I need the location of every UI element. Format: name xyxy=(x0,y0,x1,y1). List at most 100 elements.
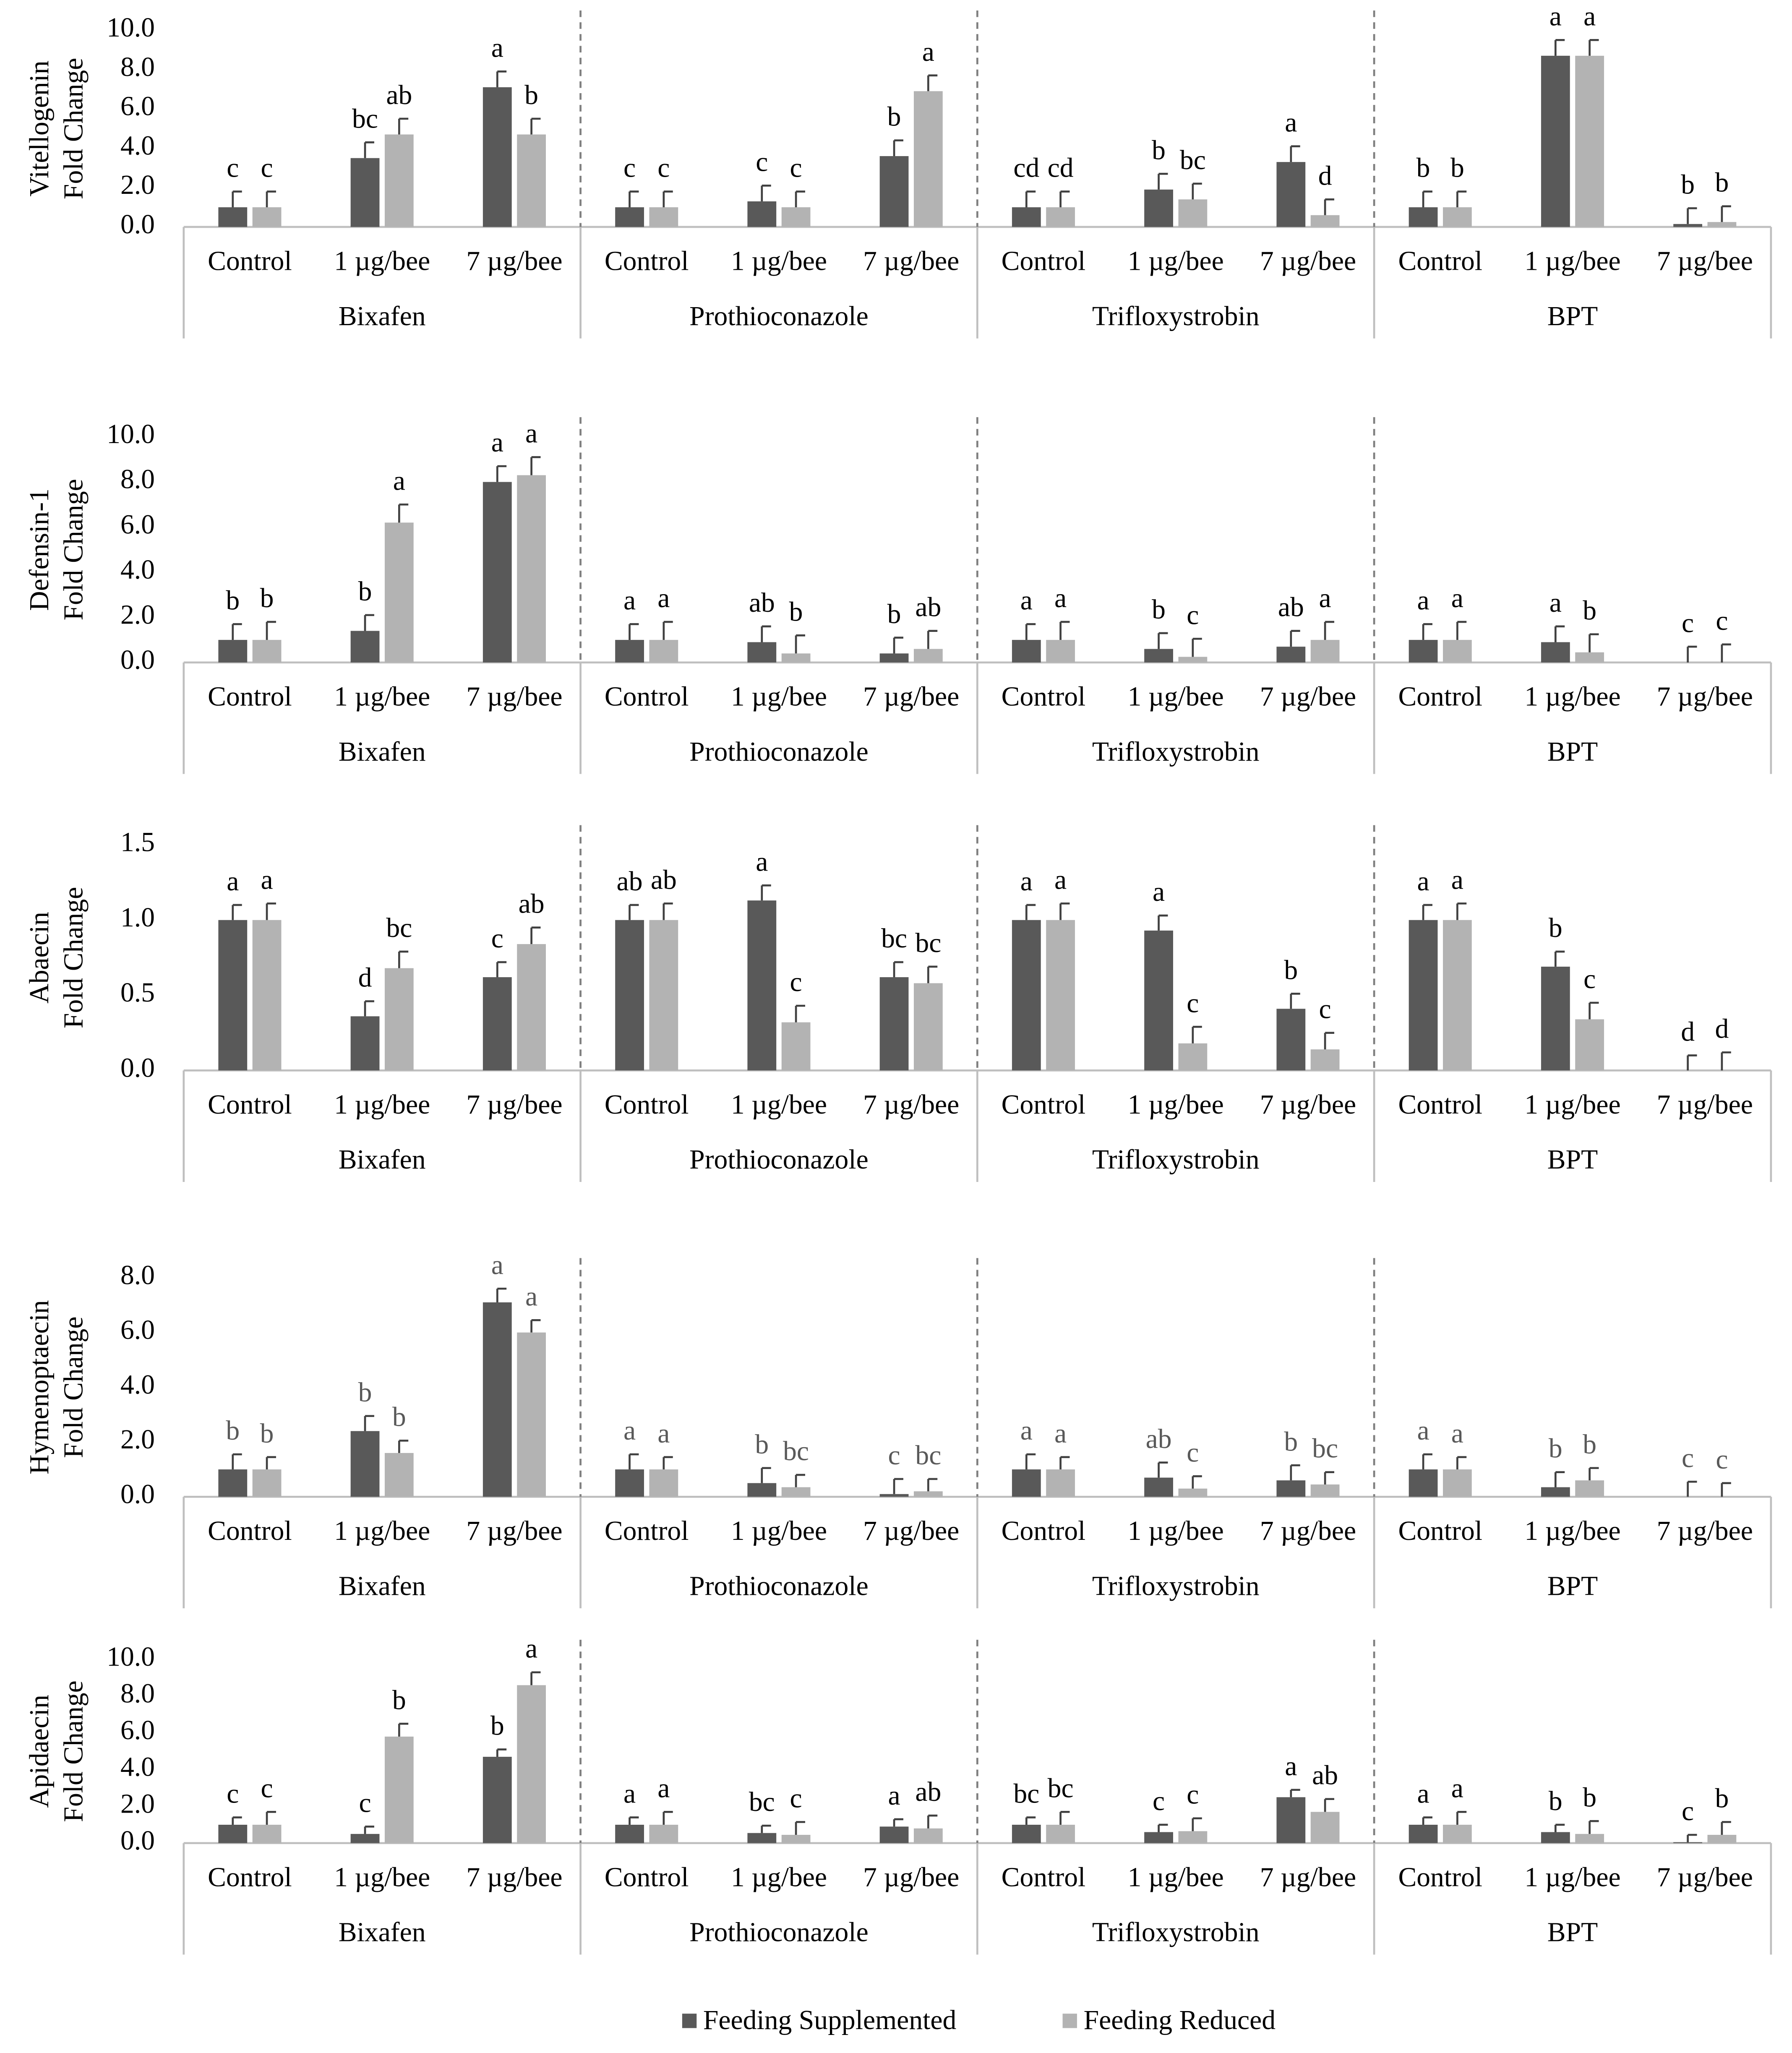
bar xyxy=(483,87,512,227)
y-axis-label: Hymenoptaecin xyxy=(24,1300,55,1475)
bar xyxy=(879,1494,909,1497)
significance-label: a xyxy=(1451,583,1463,613)
y-tick-label: 1.0 xyxy=(120,902,155,933)
bar xyxy=(913,649,943,663)
significance-label: d xyxy=(1681,1016,1695,1047)
bar xyxy=(384,1736,414,1843)
bar xyxy=(1276,647,1306,663)
significance-label: b xyxy=(1583,1429,1596,1460)
bar xyxy=(615,1824,644,1843)
x-tick-label: Control xyxy=(208,681,292,712)
significance-label: b xyxy=(755,1429,769,1460)
bar xyxy=(1409,207,1438,227)
y-tick-label: 4.0 xyxy=(120,130,155,161)
x-tick-label: 1 µg/bee xyxy=(731,1516,827,1546)
bar xyxy=(747,201,777,227)
group-label: BPT xyxy=(1547,1917,1598,1948)
significance-label: c xyxy=(491,923,503,954)
bar xyxy=(517,475,546,663)
x-tick-label: 1 µg/bee xyxy=(334,681,430,712)
significance-label: b xyxy=(1549,1786,1562,1816)
y-tick-label: 6.0 xyxy=(120,1315,155,1345)
x-tick-label: 7 µg/bee xyxy=(1657,1516,1753,1546)
y-axis-label: Fold Change xyxy=(58,1680,89,1822)
bar xyxy=(483,1757,512,1843)
bar xyxy=(615,640,644,663)
significance-label: c xyxy=(1716,1444,1728,1475)
group-label: Trifloxystrobin xyxy=(1092,301,1260,331)
bar xyxy=(1409,1469,1438,1497)
bar xyxy=(1707,1835,1737,1843)
x-tick-label: 1 µg/bee xyxy=(1524,1089,1620,1120)
x-tick-label: 1 µg/bee xyxy=(731,245,827,276)
x-tick-label: Control xyxy=(1398,1089,1482,1120)
significance-label: a xyxy=(623,585,636,616)
group-label: Bixafen xyxy=(339,736,426,767)
bar xyxy=(252,1824,282,1843)
x-tick-label: Control xyxy=(1398,681,1482,712)
bar xyxy=(879,1826,909,1843)
bar xyxy=(1575,652,1604,663)
bar xyxy=(1442,1469,1472,1497)
bar xyxy=(649,920,678,1071)
significance-label: b xyxy=(490,1711,504,1741)
significance-label: c xyxy=(623,153,636,183)
significance-label: ab xyxy=(1146,1424,1172,1454)
bar xyxy=(384,134,414,227)
bar xyxy=(747,900,777,1071)
significance-label: a xyxy=(1319,583,1331,613)
bar xyxy=(747,642,777,663)
x-tick-label: 1 µg/bee xyxy=(334,1089,430,1120)
significance-label: bc xyxy=(915,1440,941,1471)
significance-label: ab xyxy=(651,864,677,895)
x-tick-label: 7 µg/bee xyxy=(1260,1516,1356,1546)
significance-label: bc xyxy=(915,928,941,958)
bar xyxy=(1012,920,1041,1071)
group-label: Prothioconazole xyxy=(689,1144,869,1175)
y-axis-label: Defensin-1 xyxy=(24,488,55,611)
bar xyxy=(913,1828,943,1843)
significance-label: cd xyxy=(1048,153,1074,183)
significance-label: b xyxy=(1681,169,1695,200)
y-tick-label: 4.0 xyxy=(120,1369,155,1400)
bar xyxy=(615,1469,644,1497)
y-tick-label: 10.0 xyxy=(107,12,155,43)
x-tick-label: 7 µg/bee xyxy=(1657,1089,1753,1120)
bar xyxy=(1178,199,1208,227)
y-tick-label: 0.0 xyxy=(120,1479,155,1509)
significance-label: b xyxy=(226,585,240,616)
significance-label: a xyxy=(657,1773,670,1803)
significance-label: c xyxy=(261,1773,273,1803)
bar xyxy=(350,1834,380,1843)
x-tick-label: Control xyxy=(208,1516,292,1546)
significance-label: b xyxy=(392,1685,406,1715)
legend-label: Feeding Supplemented xyxy=(703,2005,957,2035)
bar xyxy=(747,1833,777,1843)
bar xyxy=(913,91,943,227)
significance-label: a xyxy=(525,1633,537,1664)
significance-label: c xyxy=(261,153,273,183)
y-axis-label: Apidaecin xyxy=(24,1695,55,1808)
significance-label: a xyxy=(1285,1751,1297,1782)
bar xyxy=(781,1022,811,1071)
bar xyxy=(517,1685,546,1843)
y-tick-label: 0.0 xyxy=(120,1825,155,1856)
bar xyxy=(781,207,811,227)
x-tick-label: Control xyxy=(605,1089,689,1120)
bar xyxy=(350,1016,380,1071)
x-tick-label: 7 µg/bee xyxy=(466,1862,562,1892)
bar xyxy=(879,977,909,1071)
bar xyxy=(517,1332,546,1497)
significance-label: bc xyxy=(881,923,907,954)
bar xyxy=(1575,1019,1604,1071)
significance-label: b xyxy=(1152,594,1166,625)
x-tick-label: 7 µg/bee xyxy=(863,681,959,712)
significance-label: ab xyxy=(386,80,412,110)
bar xyxy=(1409,920,1438,1071)
significance-label: a xyxy=(756,846,768,877)
bar xyxy=(649,1469,678,1497)
significance-label: bc xyxy=(1180,145,1206,175)
bar xyxy=(1442,920,1472,1071)
significance-label: a xyxy=(1054,1418,1067,1449)
y-tick-label: 4.0 xyxy=(120,554,155,585)
